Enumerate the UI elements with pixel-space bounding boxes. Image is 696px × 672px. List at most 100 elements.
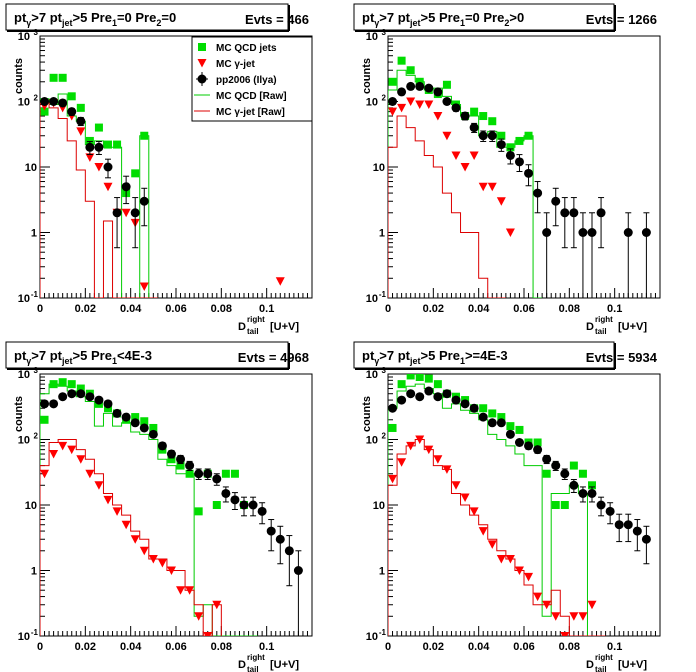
pp2006-data-point — [397, 395, 407, 405]
x-tick-label: 0.06 — [513, 303, 534, 315]
panel-title: ptγ>7 ptjet>5 Pre1<4E-3 — [5, 341, 290, 370]
gamma-jet-point — [469, 507, 479, 516]
x-tick-label: 0.1 — [607, 303, 622, 315]
legend-qcd-marker — [198, 43, 206, 51]
svg-text:ptγ>7 ptjet>5 Pre1=0 Pre2>0: ptγ>7 ptjet>5 Pre1=0 Pre2>0 — [362, 10, 524, 28]
y-tick-label: 1 — [31, 566, 37, 578]
y-tick-label: 10 — [25, 500, 37, 512]
pp2006-data-point — [406, 81, 416, 91]
qcd-jets-point — [185, 469, 194, 478]
qcd-jets-point — [442, 80, 451, 89]
gamma-jet-point — [487, 540, 497, 549]
qcd-jets-point — [40, 415, 49, 424]
gamma-jet-point — [103, 495, 113, 505]
gamma-jet-point — [185, 586, 195, 595]
x-tick-label: 0 — [385, 303, 391, 315]
qcd-jets-point — [140, 131, 149, 140]
gamma-jet-point — [433, 112, 443, 121]
pp2006-data-point — [614, 520, 624, 530]
pp2006-data-point — [469, 123, 479, 133]
pp2006-data-point — [266, 526, 276, 536]
data-layer — [388, 374, 651, 636]
svg-text:[U+V]: [U+V] — [270, 321, 299, 333]
pp2006-data-point — [406, 389, 416, 399]
events-count: Evts = 1266 — [586, 12, 657, 27]
pp2006-data-point — [596, 208, 606, 218]
gamma-jet-point — [94, 481, 104, 490]
gamma-jet-point — [406, 97, 416, 106]
pp2006-data-point — [185, 461, 195, 471]
qcd-jets-point — [49, 380, 58, 389]
gamma-jet-point — [85, 153, 95, 162]
pp2006-data-point — [239, 500, 249, 510]
pp2006-data-point — [478, 412, 488, 422]
pp2006-data-point — [560, 208, 570, 218]
x-tick-label: 0.04 — [120, 303, 142, 315]
pp2006-data-point — [587, 488, 597, 498]
y-tick-label: 10 — [25, 162, 37, 174]
qcd-jets-point — [40, 107, 49, 116]
pp2006-data-point — [496, 418, 506, 428]
gamma-jet-point — [76, 455, 86, 464]
pp2006-data-point — [166, 449, 176, 459]
qcd-jets-point — [479, 404, 488, 413]
gamma-jet-point — [40, 469, 50, 479]
pp2006-data-point — [469, 403, 479, 413]
pp2006-data-point — [67, 107, 77, 117]
gamma-jet-point — [496, 554, 506, 564]
y-axis-label: counts — [361, 58, 373, 94]
pp2006-data-point — [533, 445, 543, 455]
qcd-jets-point — [506, 143, 515, 152]
svg-text:ptγ>7 ptjet>5 Pre1>=4E-3: ptγ>7 ptjet>5 Pre1>=4E-3 — [362, 348, 508, 366]
y-tick-label: 10 — [366, 97, 378, 109]
qcd-jets-point — [49, 73, 58, 82]
pp2006-data-point — [397, 87, 407, 97]
pp2006-data-point — [139, 423, 149, 433]
gamma-raw-histogram — [40, 439, 222, 636]
pp2006-data-point — [49, 399, 59, 409]
gamma-raw-histogram — [40, 102, 158, 298]
x-axis-ticks — [39, 288, 313, 298]
svg-text:right: right — [247, 653, 265, 662]
pp2006-data-point — [121, 412, 131, 422]
qcd-jets-point — [230, 469, 239, 478]
gamma-jet-point — [397, 103, 407, 113]
gamma-jet-point — [469, 151, 479, 160]
gamma-jet-point — [388, 474, 398, 484]
y-tick-label: 1 — [379, 228, 385, 240]
pp2006-data-point — [284, 546, 294, 556]
y-axis-label: counts — [13, 396, 25, 432]
legend-entry-label: pp2006 (Ilya) — [216, 75, 277, 86]
gamma-jet-point — [569, 612, 579, 621]
pp2006-data-point — [76, 116, 86, 126]
legend: MC QCD jets MC γ-jet pp2006 (Ilya) MC QCD [… — [191, 36, 313, 122]
svg-text:[U+V]: [U+V] — [618, 321, 647, 333]
pp2006-data-point — [130, 418, 140, 428]
x-tick-label: 0.04 — [120, 641, 142, 653]
qcd-jets-point — [67, 92, 76, 101]
svg-text:2: 2 — [34, 94, 39, 103]
x-tick-label: 0.1 — [607, 641, 622, 653]
qcd-jets-point — [58, 378, 67, 387]
y-tick-label: 10 — [18, 31, 30, 43]
qcd-jets-point — [131, 169, 140, 178]
x-tick-label: 0 — [37, 303, 43, 315]
pp2006-data-point — [424, 83, 434, 93]
qcd-jets-point — [588, 481, 596, 490]
y-tick-label: 1 — [31, 228, 37, 240]
pp2006-data-point — [121, 182, 131, 192]
y-tick-label: 10 — [366, 31, 378, 43]
pp2006-data-point — [433, 87, 443, 97]
pp2006-data-point — [176, 454, 186, 464]
pp2006-data-point — [632, 526, 642, 536]
gamma-jet-point — [176, 586, 186, 595]
x-tick-label: 0.02 — [423, 641, 444, 653]
qcd-jets-point — [176, 461, 185, 470]
gamma-jet-point — [524, 572, 534, 582]
pp2006-data-point — [248, 500, 258, 510]
pp2006-data-point — [569, 480, 579, 490]
y-tick-label: 10 — [373, 162, 385, 174]
y-tick-label: 10 — [18, 631, 30, 643]
